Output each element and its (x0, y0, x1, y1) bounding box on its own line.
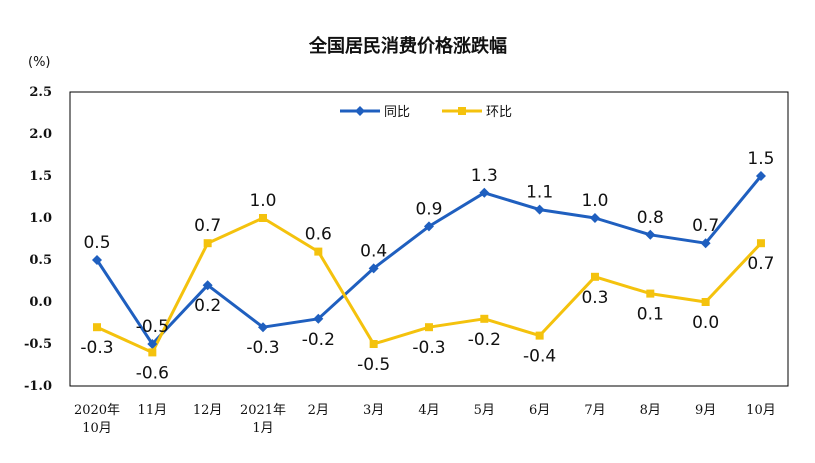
x-tick-label: 11月 (138, 403, 168, 418)
x-tick-label: 2020年 10月 (74, 403, 120, 436)
yoy-marker (700, 238, 711, 249)
mom-data-label: 1.0 (249, 191, 276, 211)
mom-marker (203, 239, 212, 248)
legend-label: 同比 (384, 105, 410, 120)
yoy-data-label: -0.3 (246, 338, 279, 358)
yoy-marker (589, 213, 600, 223)
y-tick-label: 0.5 (29, 253, 52, 268)
yoy-marker (423, 221, 434, 232)
y-tick-label: 2.5 (29, 85, 52, 100)
mom-data-label: -0.5 (357, 355, 390, 375)
mom-marker (93, 323, 101, 332)
yoy-marker (368, 263, 379, 274)
yoy-marker (755, 171, 766, 181)
x-tick-label: 7月 (584, 403, 605, 418)
yoy-data-label: -0.5 (136, 317, 169, 337)
yoy-marker (257, 322, 268, 333)
yoy-marker (202, 280, 213, 291)
mom-marker (590, 272, 599, 281)
y-tick-label: 0.0 (29, 295, 52, 310)
x-tick-label: 12月 (193, 403, 223, 418)
yoy-data-label: 1.0 (581, 191, 608, 211)
legend: 同比 环比 (340, 105, 512, 120)
yoy-data-label: 0.8 (637, 208, 664, 228)
legend-label: 环比 (486, 105, 512, 120)
legend-swatch-marker (458, 107, 466, 115)
x-tick-label: 4月 (418, 403, 439, 418)
chart-title: 全国居民消费价格涨跌幅 (308, 35, 507, 57)
yoy-data-label: 0.7 (692, 216, 719, 236)
y-axis-ticks: 2.5 2.0 1.5 1.0 0.5 0.0 -0.5 -1.0 (24, 85, 52, 394)
mom-data-label: 0.3 (581, 288, 608, 308)
y-tick-label: -0.5 (24, 337, 52, 352)
x-tick-label: 10月 (746, 403, 776, 418)
y-tick-label: 2.0 (29, 127, 52, 142)
mom-marker (258, 214, 267, 222)
x-axis-ticks: 2020年 10月 11月 12月 2021年 1月 2月 3月 4月 5月 6月 7月 8月 9月 10月 (74, 403, 776, 436)
yoy-marker (479, 187, 490, 198)
yoy-data-label: 0.9 (415, 199, 442, 219)
series-markers (92, 171, 766, 357)
yoy-marker (534, 204, 545, 215)
mom-data-label: 0.7 (747, 254, 774, 274)
mom-marker (314, 247, 323, 256)
mom-marker (369, 340, 378, 348)
y-tick-label: 1.0 (29, 211, 52, 226)
mom-data-label: -0.3 (80, 338, 113, 358)
x-tick-label: 8月 (640, 403, 661, 418)
y-axis-unit-label: (%) (28, 55, 51, 70)
x-tick-label: 2月 (308, 403, 329, 418)
mom-data-label: 0.1 (637, 305, 664, 325)
y-tick-label: -1.0 (24, 379, 52, 394)
mom-data-label: 0.6 (305, 225, 332, 245)
mom-data-label: -0.2 (468, 330, 501, 350)
yoy-data-label: 1.5 (747, 149, 774, 169)
yoy-data-label: -0.2 (302, 330, 335, 350)
yoy-marker (92, 255, 102, 265)
mom-data-label: -0.4 (523, 347, 556, 367)
series-line-mom (96, 216, 763, 354)
x-tick-label: 9月 (695, 403, 716, 418)
x-tick-label: 5月 (474, 403, 495, 418)
yoy-data-label: 0.2 (194, 296, 221, 316)
mom-marker (424, 323, 433, 332)
mom-data-label: -0.3 (412, 338, 445, 358)
mom-data-label: 0.0 (692, 313, 719, 333)
yoy-marker (147, 339, 158, 349)
mom-marker (701, 298, 710, 306)
mom-data-label: 0.7 (194, 216, 221, 236)
x-tick-label: 3月 (363, 403, 384, 418)
x-tick-label: 6月 (529, 403, 550, 418)
yoy-data-label: 1.1 (526, 183, 553, 203)
yoy-marker (313, 313, 324, 324)
mom-marker (756, 239, 765, 248)
x-tick-label: 2021年 1月 (240, 403, 286, 436)
yoy-data-label: 1.3 (471, 166, 498, 186)
mom-marker (480, 314, 489, 323)
mom-data-label: -0.6 (136, 363, 169, 383)
mom-marker (646, 289, 655, 298)
mom-marker (535, 331, 544, 340)
yoy-marker (645, 229, 656, 240)
yoy-data-label: 0.4 (360, 241, 387, 261)
legend-swatch-marker (355, 106, 365, 116)
data-labels: 0.5 -0.3 -0.5 -0.6 0.2 0.7 -0.3 1.0 -0.2 0.6 0.4 -0… (80, 149, 774, 383)
mom-marker (148, 348, 157, 357)
y-tick-label: 1.5 (29, 169, 52, 184)
plot-frame (69, 91, 789, 387)
yoy-data-label: 0.5 (83, 233, 110, 253)
